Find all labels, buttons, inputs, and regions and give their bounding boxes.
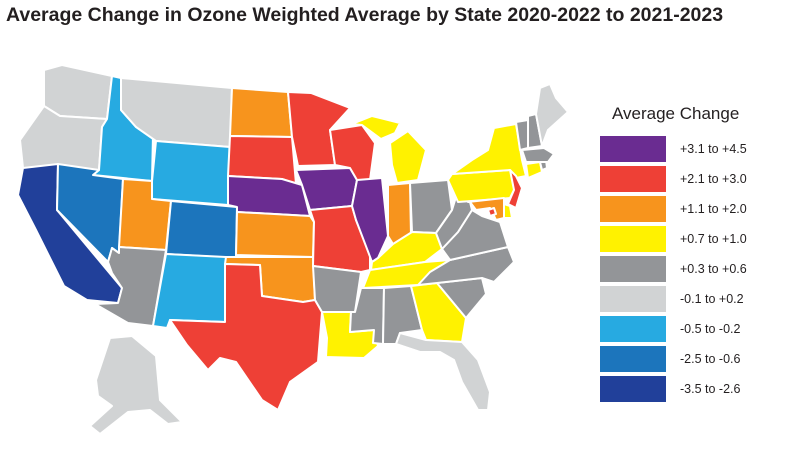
state-nm <box>152 253 227 329</box>
legend-swatch <box>600 316 666 342</box>
legend-label: +0.3 to +0.6 <box>680 262 747 276</box>
legend-item: +2.1 to +3.0 <box>600 166 780 192</box>
state-ma <box>521 147 555 163</box>
legend-label: -3.5 to -2.6 <box>680 382 741 396</box>
state-me <box>535 83 569 147</box>
state-wa <box>43 64 113 120</box>
legend-swatch <box>600 226 666 252</box>
legend-swatch <box>600 286 666 312</box>
state-ne <box>227 175 311 217</box>
legend-label: -2.5 to -0.6 <box>680 352 741 366</box>
legend-item: -0.5 to -0.2 <box>600 316 780 342</box>
state-fl <box>395 332 491 411</box>
legend-item: -2.5 to -0.6 <box>600 346 780 372</box>
legend-item: +1.1 to +2.0 <box>600 196 780 222</box>
map-title: Average Change in Ozone Weighted Average… <box>6 4 724 26</box>
state-ak <box>89 335 183 435</box>
state-ks <box>235 211 315 258</box>
legend-label: +0.7 to +1.0 <box>680 232 747 246</box>
state-ny <box>451 123 527 179</box>
legend-label: +3.1 to +4.5 <box>680 142 747 156</box>
legend-label: -0.5 to -0.2 <box>680 322 741 336</box>
state-wy <box>151 140 231 206</box>
legend-label: -0.1 to +0.2 <box>680 292 744 306</box>
state-de <box>503 203 513 219</box>
legend-items: +3.1 to +4.5 +2.1 to +3.0 +1.1 to +2.0 +0.7… <box>600 136 780 402</box>
state-ar <box>312 265 362 313</box>
legend-item: +0.3 to +0.6 <box>600 256 780 282</box>
legend-swatch <box>600 166 666 192</box>
state-co <box>165 200 238 259</box>
state-wv <box>435 196 473 250</box>
state-nj <box>507 169 523 209</box>
legend-item: -3.5 to -2.6 <box>600 376 780 402</box>
state-nd <box>229 87 293 138</box>
legend-swatch <box>600 136 666 162</box>
legend: Average Change +3.1 to +4.5 +2.1 to +3.0 +… <box>600 104 780 406</box>
state-mi <box>351 115 427 184</box>
state-pa <box>447 169 517 203</box>
legend-swatch <box>600 346 666 372</box>
legend-item: +3.1 to +4.5 <box>600 136 780 162</box>
legend-item: +0.7 to +1.0 <box>600 226 780 252</box>
us-state-map <box>17 64 569 435</box>
legend-swatch <box>600 256 666 282</box>
legend-item: -0.1 to +0.2 <box>600 286 780 312</box>
legend-label: +2.1 to +3.0 <box>680 172 747 186</box>
legend-title: Average Change <box>612 104 740 123</box>
legend-swatch <box>600 196 666 222</box>
legend-label: +1.1 to +2.0 <box>680 202 747 216</box>
legend-swatch <box>600 376 666 402</box>
state-tx <box>169 263 323 411</box>
state-dc <box>487 207 497 217</box>
